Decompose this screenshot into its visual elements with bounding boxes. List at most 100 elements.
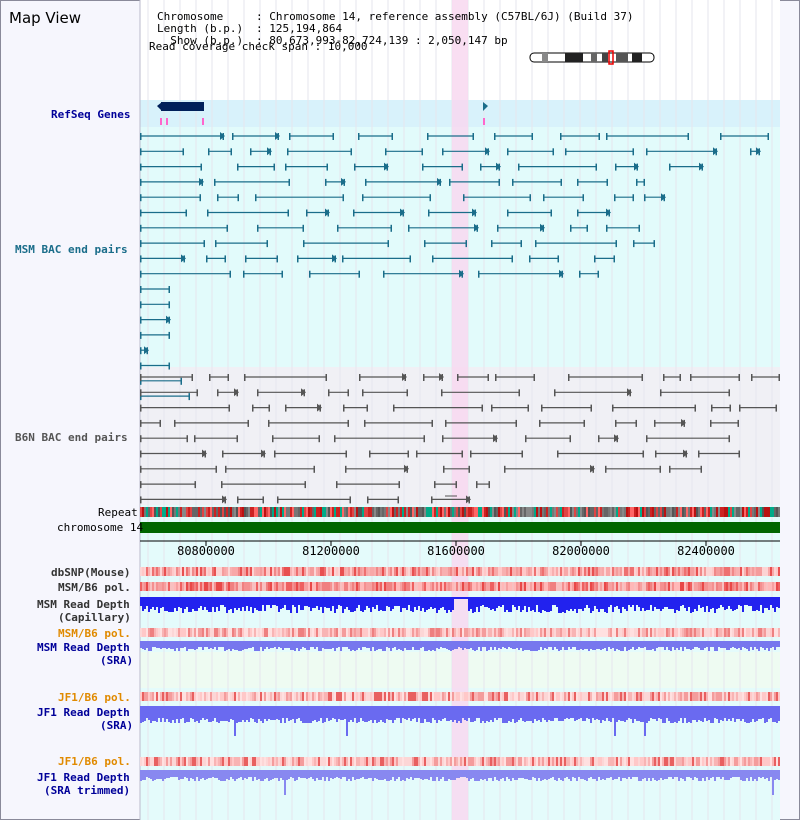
repeat-segment (650, 507, 652, 517)
track-label-jf1-depth-trim[interactable]: JF1 Read Depth (37, 771, 130, 784)
dbsnp-strip (160, 567, 162, 576)
repeat-segment (622, 507, 624, 517)
msm-b6-pol-strip (196, 582, 198, 591)
repeat-segment (680, 507, 682, 517)
jf1-b6-pol-strip (648, 692, 650, 701)
jf1-trim-depth-bar (664, 770, 666, 779)
jf1-b6-pol-trim-strip (332, 757, 334, 766)
track-label-msm-depth-capillary[interactable]: MSM Read Depth (37, 598, 130, 611)
jf1-b6-pol-strip (394, 692, 396, 701)
dbsnp-strip (416, 567, 418, 576)
b6n-bac-pair-arrow (681, 418, 686, 427)
track-label-msm-bac[interactable]: MSM BAC end pairs (15, 243, 128, 256)
jf1-b6-pol-trim-strip (278, 757, 280, 766)
dbsnp-strip (562, 567, 564, 576)
jf1-b6-pol-trim-strip (582, 757, 584, 766)
jf1-b6-pol-trim-strip (186, 757, 188, 766)
msm-bac-pair-end (653, 240, 655, 248)
msm-capillary-depth-bar (538, 597, 540, 612)
jf1-trim-depth-bar (300, 770, 302, 778)
jf1-sra-depth-bar (312, 706, 314, 721)
msm-capillary-depth-bar (298, 597, 300, 605)
jf1-b6-pol-trim-strip (226, 757, 228, 766)
track-label-repeat[interactable]: Repeat (98, 506, 138, 519)
jf1-trim-depth-bar (146, 770, 148, 777)
track-label-chromosome[interactable]: chromosome 14 (57, 521, 144, 534)
msm-capillary-depth-bar (772, 597, 774, 608)
msm-capillary-depth-bar (188, 597, 190, 612)
jf1-b6-pol-strip (346, 692, 348, 701)
msm-b6-pol-sra-strip (286, 628, 288, 637)
msm-sra-depth-bar (140, 641, 142, 648)
msm-sra-depth-bar (718, 641, 720, 647)
jf1-sra-depth-bar (636, 706, 638, 721)
jf1-sra-depth-bar (672, 706, 674, 723)
msm-b6-pol-sra-strip (742, 628, 744, 637)
msm-b6-pol-sra-strip (224, 628, 226, 637)
jf1-b6-pol-trim-strip (264, 757, 266, 766)
track-label-jf1-b6-pol[interactable]: JF1/B6 pol. (58, 691, 131, 704)
track-label-msm-b6-pol[interactable]: MSM/B6 pol. (58, 581, 131, 594)
msm-b6-pol-sra-strip (444, 628, 446, 637)
jf1-b6-pol-trim-strip (520, 757, 522, 766)
msm-b6-pol-strip (144, 582, 146, 591)
jf1-b6-pol-strip (698, 692, 700, 701)
jf1-sra-depth-bar (496, 706, 498, 720)
msm-sra-depth-bar (626, 641, 628, 651)
b6n-bac-pair-end (140, 435, 142, 443)
msm-sra-depth-bar (458, 641, 460, 647)
msm-b6-pol-strip (390, 582, 392, 591)
msm-b6-pol-sra-strip (202, 628, 204, 637)
msm-bac-pair-end (767, 133, 769, 140)
msm-sra-depth-bar (686, 641, 688, 649)
jf1-trim-depth-bar (276, 770, 278, 778)
repeat-segment (516, 507, 518, 517)
msm-b6-pol-strip (468, 582, 470, 591)
jf1-sra-depth-bar (284, 706, 286, 723)
msm-b6-pol-sra-strip (350, 628, 352, 637)
track-label-dbsnp[interactable]: dbSNP(Mouse) (51, 566, 131, 579)
jf1-b6-pol-strip (560, 692, 562, 701)
msm-sra-depth-bar (628, 641, 630, 650)
jf1-b6-pol-strip (294, 692, 296, 701)
msm-b6-pol-sra-strip (162, 628, 164, 637)
jf1-b6-pol-strip (158, 692, 160, 701)
jf1-b6-pol-strip (390, 692, 392, 701)
jf1-sra-depth-bar (308, 706, 310, 723)
msm-sra-depth-bar (514, 641, 516, 649)
msm-capillary-depth-bar (692, 597, 694, 612)
msm-b6-pol-strip (504, 582, 506, 591)
msm-b6-pol-sra-strip (518, 628, 520, 637)
repeat-segment (778, 507, 780, 517)
jf1-sra-depth-bar (530, 706, 532, 721)
track-label-b6n-bac[interactable]: B6N BAC end pairs (15, 431, 128, 444)
msm-b6-pol-sra-strip (196, 628, 198, 637)
msm-b6-pol-strip (236, 582, 238, 591)
msm-sra-depth-bar (330, 641, 332, 649)
msm-capillary-depth-bar (730, 597, 732, 609)
dbsnp-strip (552, 567, 554, 576)
jf1-sra-depth-bar (420, 706, 422, 723)
dbsnp-strip (642, 567, 644, 576)
msm-b6-pol-strip (374, 582, 376, 591)
b6n-bac-pair-end (455, 481, 457, 489)
jf1-b6-pol-trim-strip (658, 757, 660, 766)
msm-sra-depth-bar (202, 641, 204, 650)
msm-b6-pol-strip (212, 582, 214, 591)
dbsnp-strip (182, 567, 184, 576)
msm-b6-pol-sra-strip (374, 628, 376, 637)
track-label-msm-depth-sra[interactable]: MSM Read Depth (37, 641, 130, 654)
jf1-trim-depth-bar (522, 770, 524, 778)
b6n-bac-pair-end (406, 389, 408, 397)
msm-sra-depth-bar (272, 641, 274, 648)
track-label-refseq[interactable]: RefSeq Genes (51, 108, 131, 121)
msm-b6-pol-strip (466, 582, 468, 591)
jf1-trim-depth-bar (580, 770, 582, 779)
track-label-jf1-b6-pol-trim[interactable]: JF1/B6 pol. (58, 755, 131, 768)
track-label-jf1-depth-sra[interactable]: JF1 Read Depth (37, 706, 130, 719)
track-label-msm-b6-pol-sra[interactable]: MSM/B6 pol. (58, 627, 131, 640)
repeat-segment (482, 507, 484, 517)
jf1-b6-pol-trim-strip (576, 757, 578, 766)
jf1-b6-pol-strip (652, 692, 654, 701)
